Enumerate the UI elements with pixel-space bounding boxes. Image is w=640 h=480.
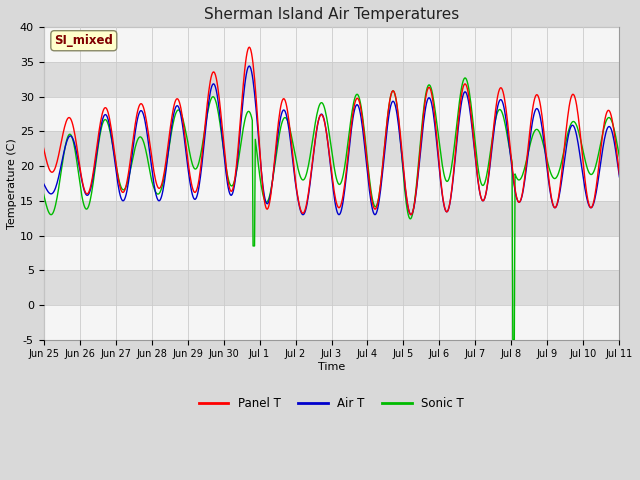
Line: Sonic T: Sonic T xyxy=(44,78,620,340)
Bar xyxy=(44,62,620,96)
Sonic T xyxy=(616,154,623,160)
Bar xyxy=(44,270,620,305)
Air T xyxy=(246,63,253,69)
X-axis label: Time: Time xyxy=(318,362,345,372)
Bar xyxy=(44,132,620,166)
Air T xyxy=(392,104,399,110)
Bar xyxy=(44,166,620,201)
Air T xyxy=(108,132,115,138)
Air T xyxy=(213,91,221,97)
Panel T xyxy=(407,212,415,217)
Y-axis label: Temperature (C): Temperature (C) xyxy=(7,138,17,229)
Line: Air T: Air T xyxy=(44,66,620,215)
Sonic T xyxy=(242,114,250,120)
Sonic T xyxy=(213,103,221,109)
Legend: Panel T, Air T, Sonic T: Panel T, Air T, Sonic T xyxy=(194,393,469,415)
Panel T xyxy=(246,44,253,50)
Bar xyxy=(44,201,620,236)
Sonic T xyxy=(509,337,516,343)
Panel T xyxy=(425,84,433,90)
Panel T xyxy=(213,79,221,85)
Line: Panel T: Panel T xyxy=(44,47,620,215)
Sonic T xyxy=(264,199,271,204)
Air T xyxy=(242,76,250,82)
Panel T xyxy=(242,60,250,66)
Panel T xyxy=(40,145,47,151)
Bar xyxy=(44,27,620,62)
Bar xyxy=(44,96,620,132)
Title: Sherman Island Air Temperatures: Sherman Island Air Temperatures xyxy=(204,7,459,22)
Text: SI_mixed: SI_mixed xyxy=(54,34,113,47)
Air T xyxy=(407,212,415,217)
Panel T xyxy=(264,205,272,211)
Panel T xyxy=(616,171,623,177)
Sonic T xyxy=(424,85,431,91)
Panel T xyxy=(108,125,115,131)
Sonic T xyxy=(40,191,47,197)
Panel T xyxy=(392,95,399,100)
Bar xyxy=(44,305,620,340)
Bar xyxy=(44,236,620,270)
Air T xyxy=(264,200,272,206)
Air T xyxy=(40,180,47,186)
Sonic T xyxy=(108,134,115,140)
Air T xyxy=(616,174,623,180)
Sonic T xyxy=(461,75,468,81)
Air T xyxy=(425,95,433,101)
Sonic T xyxy=(391,92,399,97)
